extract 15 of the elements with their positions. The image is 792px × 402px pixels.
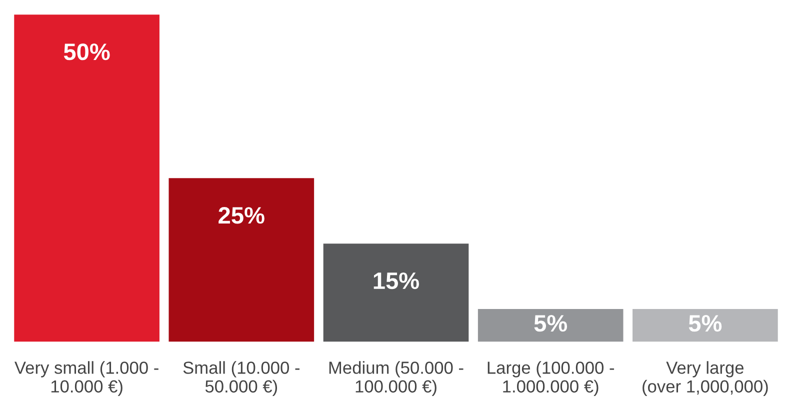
x-tick-label: Medium (50.000 - 100.000 €)	[329, 361, 464, 396]
bar	[323, 244, 469, 342]
x-tick-label: Small (10.000 - 50.000 €)	[183, 361, 300, 396]
data-label: 5%	[534, 315, 568, 332]
bar	[168, 178, 314, 342]
data-label: 5%	[688, 315, 722, 332]
bar	[478, 308, 624, 342]
bar	[14, 14, 160, 342]
data-label: 15%	[374, 272, 420, 290]
data-label: 50%	[64, 43, 110, 60]
data-label: 25%	[218, 207, 264, 224]
bar	[632, 308, 778, 342]
x-tick-label: Large (100.000 - 1.000.000 €)	[488, 361, 614, 396]
x-tick-label: Very large (over 1,000,000)	[642, 361, 768, 396]
x-tick-label: Very small (1.000 - 10.000 €)	[14, 361, 158, 396]
